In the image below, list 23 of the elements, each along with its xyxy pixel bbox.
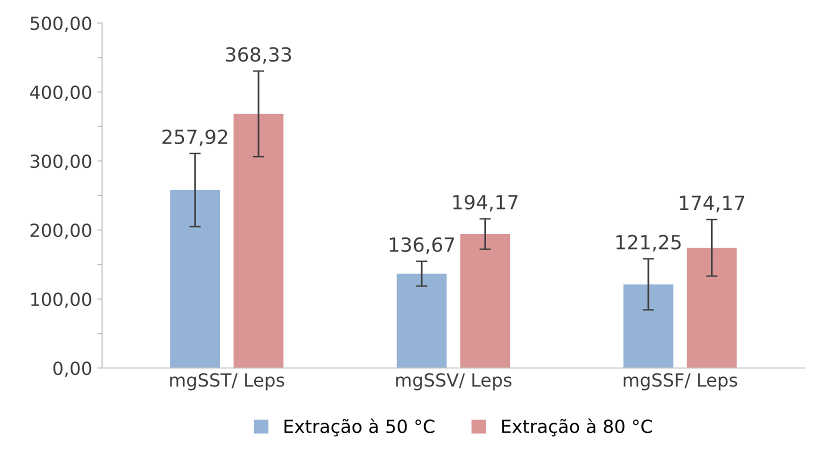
legend-label: Extração à 50 °C: [284, 418, 434, 436]
bar: [623, 284, 674, 368]
x-tick-label: mgSSF/ Leps: [624, 373, 738, 390]
legend-label: Extração à 80 °C: [502, 418, 652, 436]
y-tick-label: 0,00: [53, 361, 92, 377]
y-tick-label: 300,00: [30, 154, 92, 170]
data-label: 121,25: [616, 234, 681, 252]
y-tick-label: 500,00: [30, 16, 92, 32]
data-label: 257,92: [162, 129, 228, 146]
data-label: 136,67: [390, 237, 454, 254]
bar: [460, 234, 510, 368]
x-tick-label: mgSSV/ Leps: [396, 373, 512, 390]
bar: [396, 274, 447, 368]
bar: [234, 114, 284, 368]
y-tick-label: 200,00: [30, 223, 92, 239]
bar: [686, 248, 737, 368]
data-label: 194,17: [453, 194, 518, 212]
y-tick-label: 400,00: [30, 85, 92, 101]
x-tick-label: mgSST/ Leps: [170, 373, 284, 390]
data-label: 368,33: [226, 47, 291, 64]
data-label: 174,17: [680, 196, 744, 212]
bar: [170, 190, 220, 368]
y-tick-label: 100,00: [31, 292, 92, 308]
